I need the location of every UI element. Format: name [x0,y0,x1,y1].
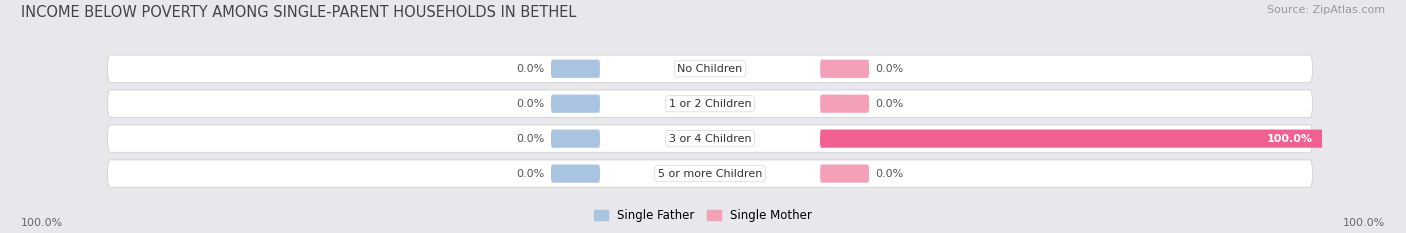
Text: 0.0%: 0.0% [875,169,904,178]
Text: 100.0%: 100.0% [21,218,63,228]
Text: 100.0%: 100.0% [1343,218,1385,228]
Text: 0.0%: 0.0% [875,64,904,74]
Text: 0.0%: 0.0% [875,99,904,109]
Text: 5 or more Children: 5 or more Children [658,169,762,178]
FancyBboxPatch shape [551,60,600,78]
FancyBboxPatch shape [108,160,1312,187]
FancyBboxPatch shape [108,90,1312,117]
FancyBboxPatch shape [108,55,1312,82]
Text: 0.0%: 0.0% [516,134,546,144]
FancyBboxPatch shape [820,95,869,113]
FancyBboxPatch shape [108,125,1312,152]
Text: Source: ZipAtlas.com: Source: ZipAtlas.com [1267,5,1385,15]
FancyBboxPatch shape [820,60,869,78]
Text: 100.0%: 100.0% [1267,134,1312,144]
FancyBboxPatch shape [551,164,600,183]
FancyBboxPatch shape [551,95,600,113]
Text: 1 or 2 Children: 1 or 2 Children [669,99,751,109]
FancyBboxPatch shape [820,164,869,183]
Text: INCOME BELOW POVERTY AMONG SINGLE-PARENT HOUSEHOLDS IN BETHEL: INCOME BELOW POVERTY AMONG SINGLE-PARENT… [21,5,576,20]
FancyBboxPatch shape [820,130,1406,148]
Text: 0.0%: 0.0% [516,169,546,178]
FancyBboxPatch shape [551,130,600,148]
Text: 3 or 4 Children: 3 or 4 Children [669,134,751,144]
Text: 0.0%: 0.0% [516,99,546,109]
Text: 0.0%: 0.0% [516,64,546,74]
Text: No Children: No Children [678,64,742,74]
Legend: Single Father, Single Mother: Single Father, Single Mother [589,205,817,227]
